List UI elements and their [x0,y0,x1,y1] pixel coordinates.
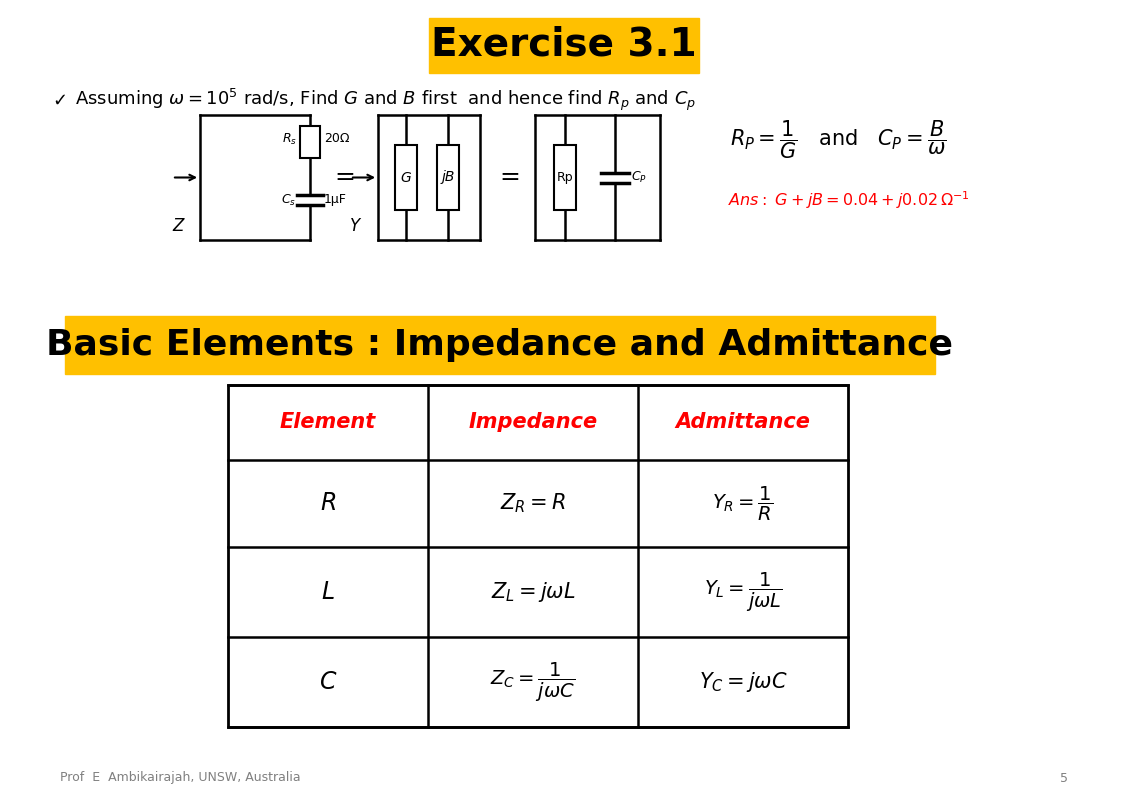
Text: $\mathit{Ans:}$ $G + jB = 0.04 + j0.02\,\Omega^{-1}$: $\mathit{Ans:}$ $G + jB = 0.04 + j0.02\,… [728,189,970,211]
Text: $R_s$: $R_s$ [282,131,297,146]
Text: $Z_C = \dfrac{1}{j\omega C}$: $Z_C = \dfrac{1}{j\omega C}$ [491,661,575,703]
Text: jB: jB [441,170,455,185]
Text: Basic Elements : Impedance and Admittance: Basic Elements : Impedance and Admittanc… [46,328,953,362]
Text: $Z_L = j\omega L$: $Z_L = j\omega L$ [491,580,575,604]
Text: Assuming $\omega = 10^5$ rad/s, Find $G$ and $B$ first  and hence find $R_p$ and: Assuming $\omega = 10^5$ rad/s, Find $G$… [74,87,696,113]
Text: Z: Z [171,217,184,235]
Bar [554,145,576,210]
Text: $Y_R = \dfrac{1}{R}$: $Y_R = \dfrac{1}{R}$ [712,485,774,522]
Text: $R$: $R$ [320,491,336,515]
Text: Rp: Rp [557,171,573,184]
Text: $L$: $L$ [321,580,335,604]
Bar [429,18,699,73]
Text: $Y_L = \dfrac{1}{j\omega L}$: $Y_L = \dfrac{1}{j\omega L}$ [704,570,783,614]
Text: $\checkmark$: $\checkmark$ [52,91,67,109]
Bar [395,145,417,210]
Text: Element: Element [280,413,376,433]
Text: $Z_R = R$: $Z_R = R$ [500,492,566,515]
Bar [228,385,848,727]
Text: $Y_C = j\omega C$: $Y_C = j\omega C$ [698,670,787,694]
Text: =: = [500,166,520,190]
Text: Prof  E  Ambikairajah, UNSW, Australia: Prof E Ambikairajah, UNSW, Australia [60,771,301,785]
Text: Impedance: Impedance [468,413,598,433]
Text: G: G [400,170,412,185]
Text: 5: 5 [1060,771,1068,785]
Text: Y: Y [350,217,360,235]
Bar [300,126,320,158]
Text: $C$: $C$ [319,670,337,694]
Text: $C_s$: $C_s$ [281,193,296,207]
Text: $C_P$: $C_P$ [631,170,647,185]
Text: Admittance: Admittance [676,413,810,433]
Text: $R_P=\dfrac{1}{G}$   and   $C_P=\dfrac{B}{\omega}$: $R_P=\dfrac{1}{G}$ and $C_P=\dfrac{B}{\o… [730,118,946,162]
Bar [65,316,935,374]
Text: =: = [335,166,355,190]
Bar [437,145,459,210]
Text: 1μF: 1μF [324,194,347,206]
Text: 20Ω: 20Ω [324,133,350,146]
Text: Exercise 3.1: Exercise 3.1 [431,26,697,64]
